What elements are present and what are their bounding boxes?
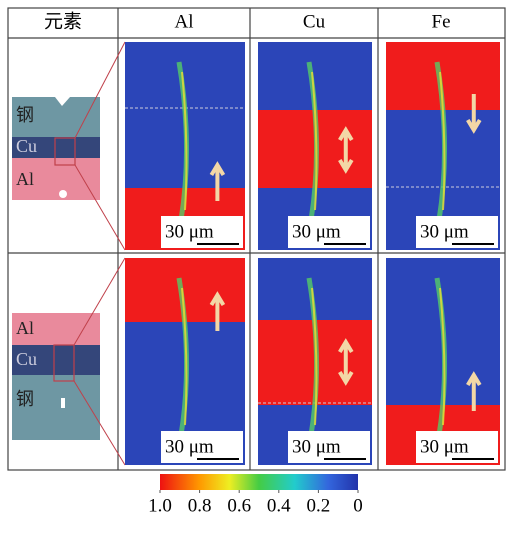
schematic-label: Al (16, 169, 34, 189)
schematic-label: 钢 (16, 389, 34, 409)
scale-bar-box (161, 216, 243, 248)
scale-bar-label: 30 μm (292, 221, 341, 242)
arrow-shape (466, 94, 482, 134)
colorbar-tick-label: 0.6 (227, 495, 251, 516)
diffusion-streak (181, 71, 188, 211)
diffusion-streak (311, 71, 318, 211)
arrow-shape (209, 161, 226, 201)
arrow-shape (338, 126, 354, 174)
colorbar (160, 474, 358, 490)
schematic-label: Al (16, 318, 34, 338)
header-cell: 元素 (44, 10, 82, 32)
schematic-label: 钢 (16, 105, 34, 125)
diffusion-streak (439, 287, 446, 426)
schematic (12, 41, 126, 466)
scale-bar-label: 30 μm (420, 436, 469, 457)
direction-arrow (338, 338, 354, 386)
colorbar-tick-label: 0.4 (267, 495, 291, 516)
diffusion-streak (311, 287, 318, 426)
direction-arrow (209, 161, 226, 201)
direction-arrow (338, 126, 354, 174)
direction-arrow (209, 291, 226, 331)
scale-bar-box (161, 431, 243, 463)
diffusion-streak (181, 287, 188, 426)
colorbar-tick-label: 0.2 (307, 495, 331, 516)
scale-bar-box (288, 216, 370, 248)
arrow-shape (466, 371, 482, 411)
scale-bar-label: 30 μm (165, 221, 214, 242)
header-cell: Fe (432, 11, 451, 32)
direction-arrow (466, 371, 482, 411)
scale-bar-box (288, 431, 370, 463)
arrow-shape (209, 291, 226, 331)
scale-bar-label: 30 μm (165, 436, 214, 457)
schematic-label: Cu (16, 136, 37, 156)
scale-bar-box (416, 216, 498, 248)
scale-bar-label: 30 μm (420, 221, 469, 242)
direction-arrow (466, 94, 482, 134)
table-border (7, 7, 506, 471)
scale-bar-label: 30 μm (292, 436, 341, 457)
diffusion-streak (439, 71, 446, 211)
colorbar-tick-label: 0 (353, 495, 363, 516)
colorbar-tick-label: 0.8 (188, 495, 212, 516)
scale-bar-box (416, 431, 498, 463)
arrow-shape (338, 338, 354, 386)
header-cell: Cu (303, 11, 326, 32)
schematic-label: Cu (16, 349, 37, 369)
header-cell: Al (175, 11, 194, 32)
colorbar-tick-label: 1.0 (148, 495, 172, 516)
